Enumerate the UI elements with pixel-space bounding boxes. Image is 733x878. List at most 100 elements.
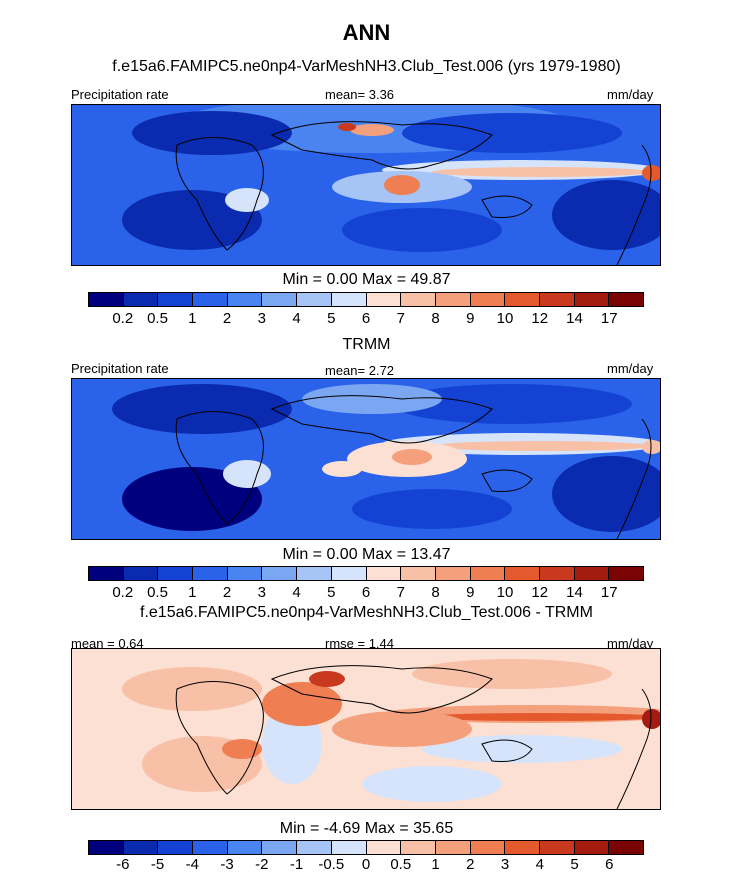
colorbar-tick-label: 3	[500, 856, 510, 873]
colorbar-swatch	[539, 841, 575, 854]
colorbar-tick-label: 5	[327, 584, 336, 601]
colorbar-swatch	[297, 567, 332, 580]
colorbar-swatch	[158, 567, 194, 580]
colorbar-tick-label: 10	[496, 310, 514, 327]
panel-2-colorbar-labels: 0.2 0.5 1 2 3 4 5 6 7 8 9 10 12 14 17	[88, 584, 644, 604]
colorbar-tick-label: 3	[257, 584, 266, 601]
colorbar-tick-label: 14	[566, 584, 583, 601]
colorbar-tick-label: -1	[289, 856, 304, 873]
colorbar-swatch	[539, 293, 575, 306]
colorbar-tick-label: -3	[220, 856, 234, 873]
panel-1-minmax: Min = 0.00 Max = 49.87	[282, 271, 451, 288]
colorbar-swatch	[401, 841, 436, 854]
colorbar-swatch	[574, 293, 610, 306]
colorbar-swatch	[331, 841, 367, 854]
panel-3-mean-label: mean = 0.64	[71, 636, 144, 651]
colorbar-swatch	[89, 567, 124, 580]
panel-3-minmax: Min = -4.69 Max = 35.65	[279, 820, 454, 837]
panel-1-map	[71, 104, 661, 266]
colorbar-tick-label: 12	[531, 584, 549, 601]
colorbar-tick-label: 0	[361, 856, 371, 873]
panel-2-map	[71, 378, 661, 540]
colorbar-tick-label: 0.5	[147, 310, 168, 327]
colorbar-tick-label: 5	[327, 310, 336, 327]
colorbar-tick-label: 0.5	[390, 856, 412, 873]
colorbar-tick-label: 4	[292, 584, 301, 601]
colorbar-swatch	[123, 293, 159, 306]
colorbar-swatch	[227, 841, 263, 854]
colorbar-swatch	[89, 293, 124, 306]
panel-3-units: mm/day	[607, 636, 654, 651]
colorbar-tick-label: 0.2	[112, 584, 134, 601]
colorbar-swatch	[193, 567, 228, 580]
colorbar-tick-label: 12	[531, 310, 549, 327]
colorbar-swatch	[539, 567, 575, 580]
panel-1-mean-label: mean= 3.36	[325, 87, 395, 102]
figure-title: ANN	[342, 20, 391, 45]
colorbar-swatch	[470, 841, 506, 854]
panel-2-mean-label: mean= 2.72	[325, 363, 395, 378]
panel-3-colorbar	[88, 840, 644, 855]
colorbar-tick-label: 9	[466, 584, 475, 601]
colorbar-tick-label: 2	[466, 856, 475, 873]
colorbar-swatch	[227, 293, 263, 306]
panel-1-title: f.e15a6.FAMIPC5.ne0np4-VarMeshNH3.Club_T…	[112, 58, 621, 75]
panel-1-variable-label: Precipitation rate	[71, 87, 169, 102]
colorbar-swatch	[262, 293, 298, 306]
colorbar-swatch	[193, 293, 228, 306]
colorbar-swatch	[366, 841, 402, 854]
panel-3-title: f.e15a6.FAMIPC5.ne0np4-VarMeshNH3.Club_T…	[140, 604, 593, 621]
colorbar-tick-label: 10	[496, 584, 514, 601]
colorbar-swatch	[435, 293, 471, 306]
colorbar-swatch	[505, 567, 540, 580]
colorbar-tick-label: -2	[255, 856, 269, 873]
colorbar-tick-label: -5	[150, 856, 165, 873]
colorbar-tick-label: 6	[605, 856, 614, 873]
colorbar-swatch	[297, 293, 332, 306]
colorbar-swatch	[366, 567, 402, 580]
colorbar-swatch	[574, 841, 610, 854]
colorbar-swatch	[609, 567, 643, 580]
colorbar-tick-label: 2	[222, 310, 232, 327]
colorbar-swatch	[609, 293, 643, 306]
colorbar-tick-label: 6	[361, 584, 371, 601]
panel-2-colorbar	[88, 566, 644, 581]
colorbar-tick-label: 2	[222, 584, 232, 601]
colorbar-tick-label: -4	[185, 856, 199, 873]
colorbar-swatch	[123, 567, 159, 580]
colorbar-tick-label: 3	[257, 310, 266, 327]
colorbar-swatch	[123, 841, 159, 854]
colorbar-swatch	[574, 567, 610, 580]
colorbar-tick-label: 14	[566, 310, 583, 327]
colorbar-tick-label: 17	[600, 310, 618, 327]
colorbar-tick-label: 7	[396, 310, 405, 327]
colorbar-swatch	[158, 841, 194, 854]
colorbar-tick-label: -0.5	[318, 856, 345, 873]
colorbar-tick-label: 8	[431, 584, 440, 601]
colorbar-tick-label: 4	[292, 310, 301, 327]
colorbar-tick-label: 1	[431, 856, 440, 873]
colorbar-swatch	[262, 841, 298, 854]
colorbar-swatch	[470, 567, 506, 580]
colorbar-swatch	[470, 293, 506, 306]
colorbar-swatch	[401, 567, 436, 580]
colorbar-tick-label: 0.2	[112, 310, 134, 327]
colorbar-tick-label: 7	[396, 584, 405, 601]
panel-3-colorbar-labels: -6 -5 -4 -3 -2 -1 -0.5 0 0.5 1 2 3 4 5 6	[88, 856, 644, 876]
colorbar-swatch	[158, 293, 194, 306]
colorbar-swatch	[89, 841, 124, 854]
colorbar-tick-label: 6	[361, 310, 371, 327]
colorbar-tick-label: 8	[431, 310, 440, 327]
colorbar-swatch	[505, 293, 540, 306]
colorbar-swatch	[331, 293, 367, 306]
colorbar-tick-label: 9	[466, 310, 475, 327]
colorbar-tick-label: 17	[600, 584, 618, 601]
colorbar-tick-label: 1	[188, 584, 197, 601]
panel-2-minmax: Min = 0.00 Max = 13.47	[282, 546, 451, 563]
panel-2-title: TRMM	[342, 336, 391, 353]
colorbar-swatch	[366, 293, 402, 306]
panel-3-map	[71, 648, 661, 810]
colorbar-swatch	[193, 841, 228, 854]
panel-2-units: mm/day	[607, 361, 654, 376]
panel-1-colorbar	[88, 292, 644, 307]
